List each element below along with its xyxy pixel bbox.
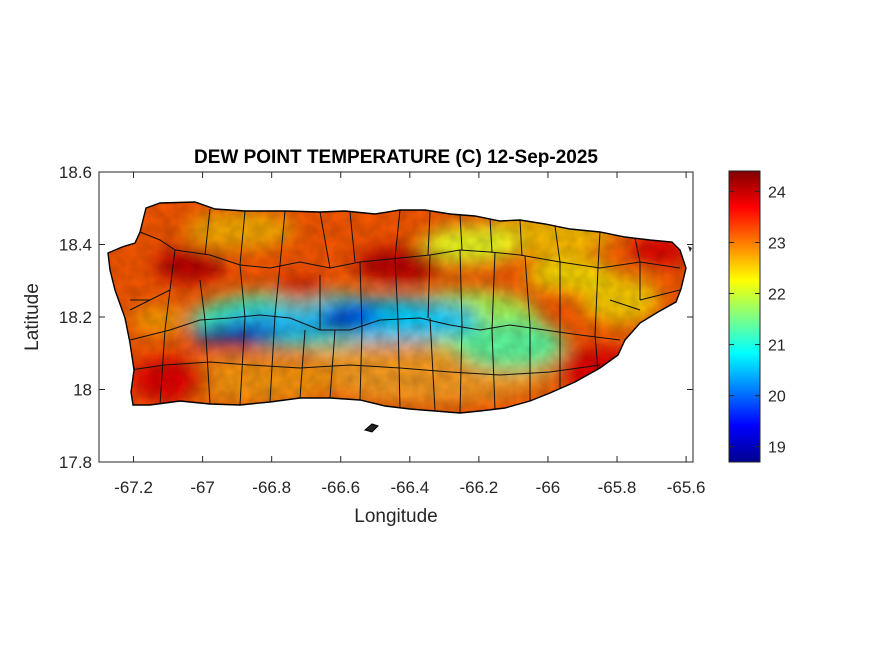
colorbar xyxy=(728,170,761,463)
y-tick-label: 18.4 xyxy=(59,236,92,255)
y-tick-label: 18.2 xyxy=(59,308,92,327)
colorbar-tick-label: 19 xyxy=(768,440,786,457)
x-tick-label: -67.2 xyxy=(114,478,153,497)
y-tick-label: 17.8 xyxy=(59,453,92,472)
x-tick-label: -66.8 xyxy=(252,478,291,497)
colorbar-tick-label: 23 xyxy=(768,235,786,252)
small-cay xyxy=(688,246,692,252)
y-axis-ticks: 17.8 18 18.2 18.4 18.6 xyxy=(59,163,693,472)
x-tick-label: -65.8 xyxy=(598,478,637,497)
y-tick-label: 18 xyxy=(73,381,92,400)
x-tick-label: -66.6 xyxy=(321,478,360,497)
municipality-boundaries xyxy=(129,208,681,413)
y-tick-label: 18.6 xyxy=(59,163,92,182)
colorbar-tick-label: 20 xyxy=(768,389,786,406)
colorbar-ticks: 19 20 21 22 23 24 xyxy=(729,184,786,457)
x-tick-label: -66.2 xyxy=(460,478,499,497)
coastline xyxy=(107,201,687,414)
colorbar-tick-label: 24 xyxy=(768,184,786,201)
chart-title: DEW POINT TEMPERATURE (C) 12-Sep-2025 xyxy=(194,147,598,168)
x-tick-label: -65.6 xyxy=(667,478,706,497)
x-axis-ticks: -67.2 -67 -66.8 -66.6 -66.4 -66.2 -66 -65.8 -65.… xyxy=(114,172,705,497)
caja-de-muertos-island xyxy=(363,423,379,433)
x-tick-label: -66 xyxy=(536,478,561,497)
colorbar-tick-label: 22 xyxy=(768,287,786,304)
x-tick-label: -66.4 xyxy=(390,478,429,497)
x-tick-label: -67 xyxy=(190,478,215,497)
x-axis-label: Longitude xyxy=(354,506,437,527)
y-axis-label: Latitude xyxy=(22,283,43,351)
colorbar-tick-label: 21 xyxy=(768,338,786,355)
